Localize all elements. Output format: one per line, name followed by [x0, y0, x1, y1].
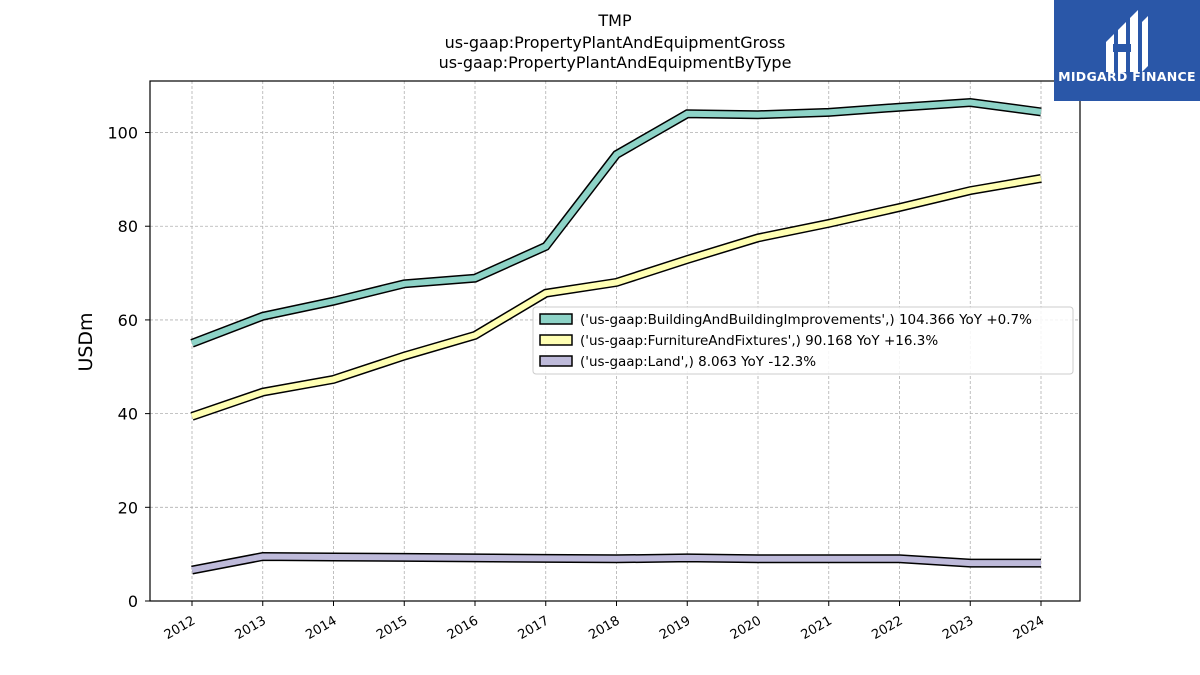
y-axis-label: USDm	[75, 312, 97, 371]
legend-label: ('us-gaap:FurnitureAndFixtures',) 90.168…	[580, 333, 938, 349]
brand-name: MIDGARD FINANCE	[1058, 69, 1196, 84]
series-line	[190, 173, 1042, 421]
y-tick-label: 0	[128, 592, 138, 611]
midgard-logo-icon	[1106, 10, 1148, 72]
series-lines	[190, 97, 1042, 575]
title-line-2: us-gaap:PropertyPlantAndEquipmentGross	[445, 33, 786, 52]
y-tick-label: 60	[118, 311, 138, 330]
legend-swatch	[539, 313, 573, 325]
y-tick-label: 80	[118, 217, 138, 236]
series-line	[190, 97, 1042, 348]
legend-swatch	[539, 334, 573, 346]
y-axis-ticks: 0 20 40 60 80 100	[107, 124, 150, 611]
legend: ('us-gaap:BuildingAndBuildingImprovement…	[532, 306, 1074, 375]
series-line-fill	[190, 99, 1042, 347]
y-tick-label: 100	[107, 124, 138, 143]
legend-label: ('us-gaap:Land',) 8.063 YoY -12.3%	[580, 354, 816, 370]
plot-frame	[149, 80, 1081, 602]
legend-swatch	[539, 355, 573, 367]
legend-label: ('us-gaap:BuildingAndBuildingImprovement…	[580, 312, 1032, 328]
series-line-fill	[191, 553, 1041, 574]
legend-entry: ('us-gaap:BuildingAndBuildingImprovement…	[539, 312, 1032, 328]
brand-logo: MIDGARD FINANCE	[1054, 0, 1200, 101]
title-line-3: us-gaap:PropertyPlantAndEquipmentByType	[439, 53, 792, 72]
y-tick-label: 40	[118, 405, 138, 424]
chart-title: TMP us-gaap:PropertyPlantAndEquipmentGro…	[439, 11, 792, 72]
y-tick-label: 20	[118, 498, 138, 517]
series-line-fill	[191, 175, 1042, 420]
legend-entry: ('us-gaap:FurnitureAndFixtures',) 90.168…	[539, 333, 938, 349]
legend-frame	[532, 306, 1074, 375]
title-line-1: TMP	[597, 11, 632, 30]
series-line	[191, 551, 1041, 575]
legend-entry: ('us-gaap:Land',) 8.063 YoY -12.3%	[539, 354, 816, 370]
